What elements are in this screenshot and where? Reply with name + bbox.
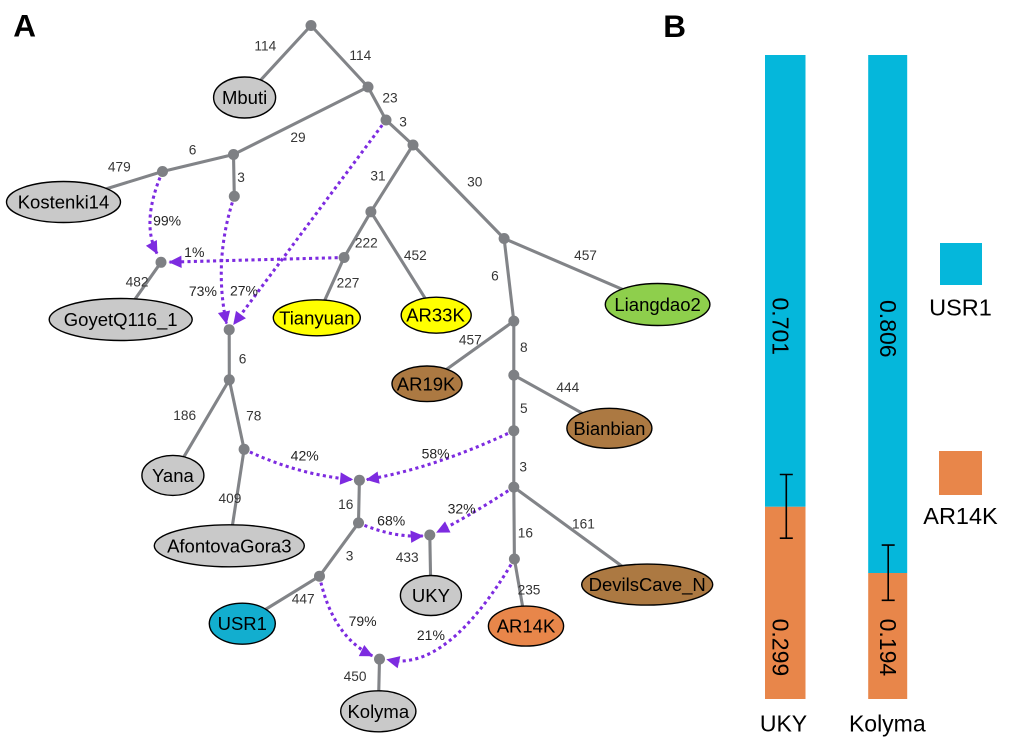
svg-text:0.806: 0.806	[875, 300, 901, 358]
svg-text:Liangdao2: Liangdao2	[614, 294, 700, 315]
svg-text:UKY: UKY	[760, 711, 807, 737]
svg-text:32%: 32%	[448, 501, 476, 517]
svg-text:6: 6	[491, 269, 499, 284]
svg-text:433: 433	[396, 550, 419, 565]
svg-text:42%: 42%	[291, 448, 319, 464]
svg-text:AfontovaGora3: AfontovaGora3	[167, 535, 291, 556]
svg-text:16: 16	[518, 525, 534, 540]
svg-text:222: 222	[355, 236, 378, 251]
svg-text:GoyetQ116_1: GoyetQ116_1	[64, 309, 178, 331]
svg-text:450: 450	[344, 669, 367, 684]
svg-text:457: 457	[574, 248, 597, 263]
svg-text:6: 6	[189, 143, 197, 158]
svg-text:AR14K: AR14K	[497, 616, 556, 637]
svg-text:227: 227	[337, 275, 360, 290]
svg-text:3: 3	[519, 460, 527, 475]
svg-text:161: 161	[572, 517, 595, 532]
svg-text:Mbuti: Mbuti	[222, 87, 267, 108]
svg-text:29: 29	[290, 130, 305, 145]
svg-text:1%: 1%	[184, 244, 204, 260]
svg-text:114: 114	[349, 48, 371, 63]
svg-text:0.194: 0.194	[875, 619, 901, 677]
svg-text:16: 16	[338, 497, 354, 512]
svg-text:5: 5	[520, 401, 528, 416]
svg-text:23: 23	[382, 91, 398, 106]
svg-text:79%: 79%	[349, 613, 377, 629]
svg-text:USR1: USR1	[929, 295, 992, 321]
svg-text:Tianyuan: Tianyuan	[279, 307, 354, 328]
svg-text:447: 447	[292, 592, 315, 607]
svg-text:482: 482	[126, 275, 149, 290]
svg-text:68%: 68%	[377, 512, 405, 528]
svg-text:235: 235	[518, 582, 541, 597]
svg-text:AR19K: AR19K	[397, 374, 456, 395]
svg-text:457: 457	[459, 333, 482, 348]
svg-text:AR14K: AR14K	[923, 503, 998, 529]
svg-text:186: 186	[173, 408, 196, 423]
svg-text:Yana: Yana	[152, 465, 195, 486]
svg-text:30: 30	[467, 175, 483, 190]
svg-text:114: 114	[254, 38, 276, 53]
svg-text:AR33K: AR33K	[406, 304, 465, 325]
svg-text:UKY: UKY	[412, 585, 450, 606]
svg-text:B: B	[663, 8, 686, 44]
svg-text:21%: 21%	[417, 627, 445, 643]
svg-text:3: 3	[399, 115, 407, 130]
svg-text:73%: 73%	[189, 283, 217, 299]
svg-text:A: A	[13, 8, 36, 44]
svg-text:0.701: 0.701	[768, 298, 794, 356]
svg-text:27%: 27%	[230, 283, 258, 299]
svg-text:3: 3	[237, 170, 245, 185]
svg-text:3: 3	[346, 549, 354, 564]
svg-text:452: 452	[404, 248, 427, 263]
svg-text:6: 6	[239, 351, 247, 366]
svg-text:444: 444	[556, 380, 579, 395]
svg-text:Kolyma: Kolyma	[849, 711, 926, 737]
svg-text:409: 409	[218, 491, 241, 506]
svg-text:99%: 99%	[153, 212, 181, 228]
svg-text:31: 31	[370, 169, 385, 184]
svg-text:Kostenki14: Kostenki14	[18, 192, 110, 213]
svg-text:0.299: 0.299	[768, 619, 794, 677]
svg-text:58%: 58%	[422, 445, 450, 461]
svg-text:Kolyma: Kolyma	[347, 701, 409, 722]
svg-text:USR1: USR1	[218, 613, 267, 634]
svg-text:78: 78	[246, 409, 262, 424]
svg-text:DevilsCave_N: DevilsCave_N	[589, 574, 706, 596]
svg-text:8: 8	[520, 340, 528, 355]
svg-text:Bianbian: Bianbian	[573, 418, 645, 439]
svg-text:479: 479	[108, 160, 131, 175]
